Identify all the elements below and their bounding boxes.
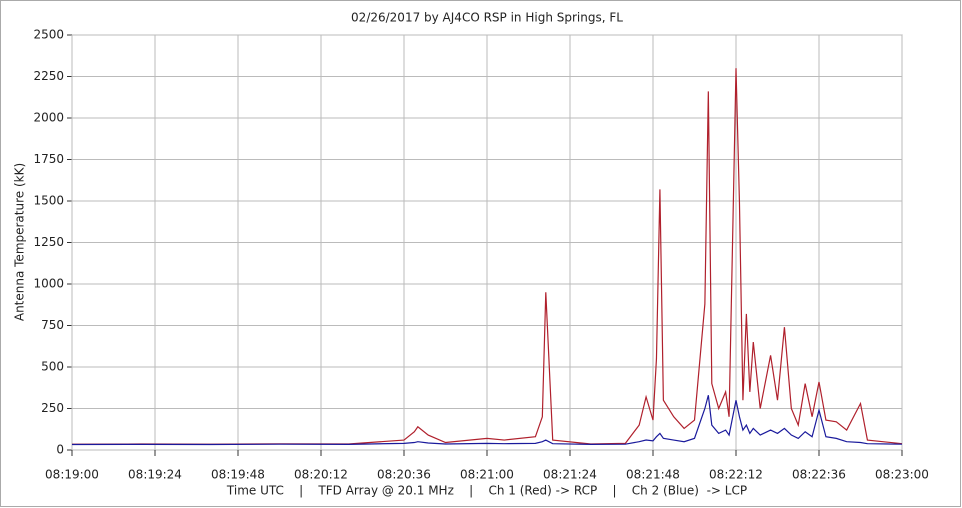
x-tick-label: 08:21:24 xyxy=(543,468,597,482)
series-line xyxy=(71,395,903,446)
y-tick-label: 1250 xyxy=(33,235,64,249)
y-tick-label: 500 xyxy=(41,360,64,374)
x-tick-label: 08:22:12 xyxy=(709,468,763,482)
x-tick-label: 08:20:36 xyxy=(377,468,431,482)
chart-title: 02/26/2017 by AJ4CO RSP in High Springs,… xyxy=(351,11,623,25)
y-axis-label: Antenna Temperature (kK) xyxy=(13,163,27,321)
x-tick-label: 08:22:36 xyxy=(792,468,846,482)
x-axis-label: Time UTC | TFD Array @ 20.1 MHz | Ch 1 (… xyxy=(226,484,747,498)
x-tick-label: 08:19:00 xyxy=(45,468,99,482)
y-tick-label: 1750 xyxy=(33,152,64,166)
y-tick-label: 2250 xyxy=(33,69,64,83)
y-tick-label: 1500 xyxy=(33,194,64,208)
y-tick-label: 2500 xyxy=(33,28,64,42)
x-tick-label: 08:20:12 xyxy=(294,468,348,482)
series-line xyxy=(71,68,903,445)
y-tick-label: 1000 xyxy=(33,277,64,291)
y-tick-label: 2000 xyxy=(33,111,64,125)
y-tick-label: 0 xyxy=(56,443,64,457)
x-tick-label: 08:21:00 xyxy=(460,468,514,482)
x-tick-label: 08:23:00 xyxy=(875,468,929,482)
x-tick-label: 08:21:48 xyxy=(626,468,680,482)
x-tick-label: 08:19:48 xyxy=(211,468,265,482)
x-tick-label: 08:19:24 xyxy=(128,468,182,482)
y-tick-label: 750 xyxy=(41,318,64,332)
y-tick-label: 250 xyxy=(41,401,64,415)
